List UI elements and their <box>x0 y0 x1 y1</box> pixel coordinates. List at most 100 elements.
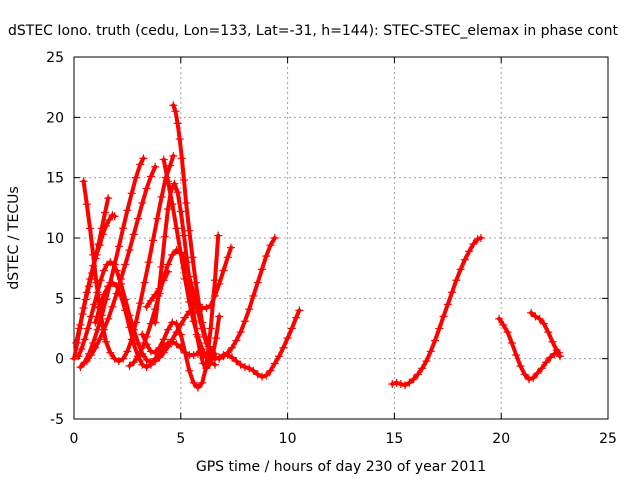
data-point <box>75 324 84 333</box>
data-point <box>172 319 181 328</box>
y-tick-label: 5 <box>55 291 64 307</box>
data-point <box>212 334 221 343</box>
data-point <box>104 314 113 323</box>
data-point <box>192 330 201 339</box>
data-point <box>167 185 176 194</box>
series-line <box>81 153 176 364</box>
data-point <box>166 161 175 170</box>
data-point <box>159 276 168 285</box>
data-point <box>266 366 275 375</box>
data-point <box>257 372 266 381</box>
data-point <box>189 351 198 360</box>
y-tick-label: 10 <box>46 231 64 247</box>
data-point <box>110 212 119 221</box>
data-point <box>96 276 105 285</box>
data-point <box>95 303 104 312</box>
data-point <box>548 337 557 346</box>
data-point <box>401 381 410 390</box>
data-point <box>97 224 106 233</box>
data-point <box>129 230 138 239</box>
data-point <box>439 312 448 321</box>
data-point <box>198 318 207 327</box>
data-point <box>214 231 223 240</box>
data-point <box>236 328 245 337</box>
data-point <box>245 364 254 373</box>
data-point <box>114 357 123 366</box>
data-point <box>138 199 147 208</box>
data-point <box>189 378 198 387</box>
data-point <box>257 265 266 274</box>
data-point <box>112 282 121 291</box>
data-point <box>157 262 166 271</box>
data-point <box>422 357 431 366</box>
data-point <box>542 358 551 367</box>
data-point <box>537 364 546 373</box>
data-point <box>87 351 96 360</box>
data-point <box>163 177 172 186</box>
data-point <box>116 275 125 284</box>
data-point <box>99 266 108 275</box>
data-point <box>435 324 444 333</box>
data-point <box>283 334 292 343</box>
series-line <box>497 316 561 382</box>
data-point <box>512 351 521 360</box>
data-point <box>108 302 117 311</box>
data-point <box>93 288 102 297</box>
data-point <box>185 366 194 375</box>
data-point <box>476 234 485 242</box>
data-point <box>134 214 143 223</box>
data-point <box>249 366 258 375</box>
series-12 <box>142 267 172 311</box>
x-tick-label: 0 <box>70 431 79 447</box>
data-point <box>232 357 241 366</box>
data-point <box>163 338 172 347</box>
data-point <box>181 348 190 357</box>
data-point <box>270 359 279 368</box>
data-point <box>80 335 89 344</box>
y-tick-label: -5 <box>50 412 64 428</box>
data-point <box>146 347 155 356</box>
series-line <box>78 156 146 370</box>
data-point <box>129 358 138 367</box>
data-point <box>531 312 540 321</box>
data-point <box>100 208 109 217</box>
data-point <box>104 194 113 203</box>
data-point <box>177 154 186 163</box>
series-11 <box>138 231 223 392</box>
data-point <box>202 303 211 312</box>
data-point <box>173 188 182 197</box>
data-point <box>110 260 119 269</box>
data-point <box>99 290 108 299</box>
data-point <box>292 313 301 322</box>
data-point <box>72 338 81 347</box>
chart-title: dSTEC Iono. truth (cedu, Lon=133, Lat=-3… <box>8 23 618 39</box>
data-point <box>76 363 85 372</box>
y-axis-label: dSTEC / TECUs <box>6 186 22 289</box>
x-tick-labels: 0 5 10 15 20 25 <box>70 431 617 447</box>
data-point <box>159 155 168 164</box>
data-point <box>189 308 198 317</box>
data-point <box>456 265 465 274</box>
data-point <box>125 246 134 255</box>
data-point <box>555 352 564 361</box>
data-point <box>279 343 288 352</box>
data-point <box>460 255 469 264</box>
series-line <box>171 103 217 356</box>
data-point <box>116 291 125 300</box>
data-point <box>129 340 138 349</box>
data-point <box>181 313 190 322</box>
data-point <box>157 192 166 201</box>
data-point <box>105 215 114 224</box>
data-point <box>546 353 555 362</box>
data-point <box>87 312 96 321</box>
data-point <box>392 378 401 387</box>
data-point <box>270 234 279 242</box>
data-point <box>183 258 192 267</box>
data-point <box>131 173 140 182</box>
data-point <box>503 328 512 337</box>
data-point <box>168 250 177 259</box>
x-tick-label: 5 <box>176 431 185 447</box>
data-point <box>163 267 172 276</box>
data-point <box>123 347 132 356</box>
data-point <box>168 337 177 346</box>
